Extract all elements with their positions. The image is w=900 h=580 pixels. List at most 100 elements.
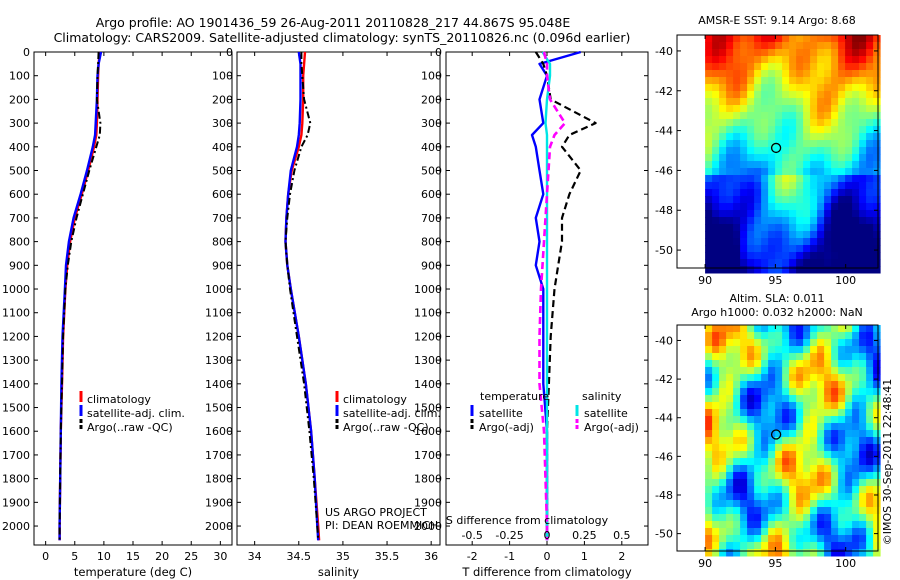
map-cell — [705, 444, 713, 452]
x-axis-label: salinity — [318, 565, 359, 579]
map-cell — [824, 112, 832, 120]
map-cell — [726, 437, 734, 445]
map-cell — [831, 259, 839, 267]
map-cell — [789, 175, 797, 183]
map-cell — [838, 374, 846, 382]
map-cell — [824, 182, 832, 190]
map-cell — [740, 423, 748, 431]
y-tick-label: 1700 — [2, 449, 30, 462]
map-cell — [810, 416, 818, 424]
map-cell — [866, 70, 874, 78]
map-cell — [733, 63, 741, 71]
map-cell — [852, 465, 860, 473]
map-cell — [789, 182, 797, 190]
map-cell — [845, 514, 853, 522]
map-cell — [782, 416, 790, 424]
map-cell — [845, 189, 853, 197]
map-cell — [810, 56, 818, 64]
map-cell — [754, 154, 762, 162]
map-cell — [866, 182, 874, 190]
map-cell — [873, 332, 881, 340]
map-cell — [859, 507, 867, 515]
map-cell — [761, 238, 769, 246]
map-cell — [733, 451, 741, 459]
map-cell — [803, 91, 811, 99]
map-cell — [719, 56, 727, 64]
map-cell — [719, 112, 727, 120]
map-cell — [712, 493, 720, 501]
map-cell — [775, 42, 783, 50]
map-cell — [733, 210, 741, 218]
map-cell — [838, 175, 846, 183]
map-cell — [852, 332, 860, 340]
map-cell — [803, 430, 811, 438]
map-cell — [831, 70, 839, 78]
map-cell — [873, 140, 881, 148]
map-cell — [733, 224, 741, 232]
map-cell — [761, 500, 769, 508]
map-cell — [726, 346, 734, 354]
map-cell — [782, 521, 790, 529]
map-cell — [859, 528, 867, 536]
map-cell — [761, 210, 769, 218]
map-cell — [873, 500, 881, 508]
y-tick-label: 1100 — [205, 307, 233, 320]
map-cell — [754, 360, 762, 368]
map-cell — [747, 189, 755, 197]
map-cell — [789, 535, 797, 543]
map-cell — [873, 521, 881, 529]
map-cell — [712, 500, 720, 508]
map-cell — [803, 451, 811, 459]
map-cell — [768, 367, 776, 375]
map-cell — [775, 238, 783, 246]
map-cell — [754, 486, 762, 494]
map-cell — [873, 70, 881, 78]
map-cell — [705, 465, 713, 473]
map-cell — [775, 154, 783, 162]
map-cell — [726, 140, 734, 148]
map-cell — [782, 465, 790, 473]
map-cell — [726, 147, 734, 155]
map-cell — [782, 147, 790, 155]
map-cell — [852, 224, 860, 232]
map-cell — [838, 486, 846, 494]
top-axis-label: S difference from climatology — [446, 514, 609, 527]
map-cell — [719, 472, 727, 480]
y-tick-label: 0 — [435, 46, 442, 59]
map-cell — [845, 98, 853, 106]
legend-header: salinity — [582, 390, 622, 403]
map-cell — [726, 203, 734, 211]
map-cell — [754, 458, 762, 466]
map-cell — [789, 444, 797, 452]
map-cell — [866, 423, 874, 431]
map-cell — [747, 479, 755, 487]
map-cell — [712, 430, 720, 438]
map-cell — [726, 451, 734, 459]
map-cell — [782, 325, 790, 333]
map-cell — [747, 147, 755, 155]
map-cell — [803, 549, 811, 557]
map-cell — [873, 168, 881, 176]
map-cell — [740, 332, 748, 340]
map-cell — [810, 238, 818, 246]
series-line — [541, 51, 552, 541]
map-cell — [845, 388, 853, 396]
map-cell — [740, 409, 748, 417]
map-cell — [740, 458, 748, 466]
map-cell — [733, 98, 741, 106]
y-tick-label: 1400 — [414, 378, 442, 391]
map-cell — [838, 437, 846, 445]
map-cell — [852, 189, 860, 197]
map-cell — [859, 367, 867, 375]
map-cell — [824, 252, 832, 260]
map-cell — [712, 196, 720, 204]
map-cell — [789, 56, 797, 64]
map-cell — [803, 182, 811, 190]
map-cell — [838, 189, 846, 197]
map-cell — [831, 346, 839, 354]
map-cell — [796, 266, 804, 274]
map-cell — [824, 493, 832, 501]
map-cell — [852, 486, 860, 494]
map-cell — [866, 360, 874, 368]
map-cell — [817, 105, 825, 113]
